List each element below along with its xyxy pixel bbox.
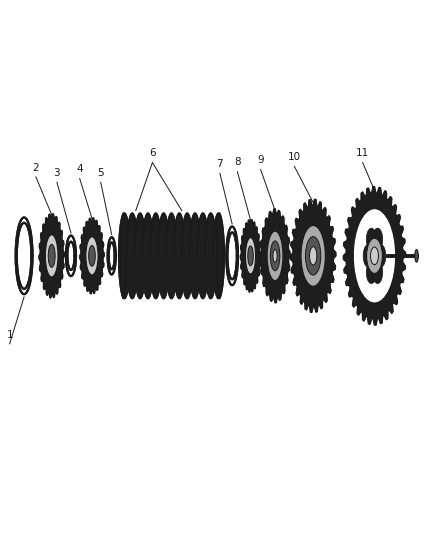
- Polygon shape: [119, 213, 130, 298]
- Polygon shape: [174, 213, 185, 298]
- Ellipse shape: [17, 223, 32, 289]
- Ellipse shape: [227, 232, 237, 279]
- Ellipse shape: [217, 213, 223, 298]
- Ellipse shape: [366, 261, 377, 284]
- Polygon shape: [39, 214, 64, 298]
- Ellipse shape: [48, 244, 55, 268]
- Polygon shape: [240, 220, 261, 292]
- Polygon shape: [189, 213, 201, 298]
- Polygon shape: [213, 213, 224, 298]
- Ellipse shape: [301, 225, 325, 286]
- Ellipse shape: [367, 238, 382, 273]
- Ellipse shape: [371, 247, 378, 265]
- Ellipse shape: [310, 247, 317, 265]
- Ellipse shape: [415, 249, 418, 262]
- Text: 9: 9: [257, 155, 264, 165]
- Ellipse shape: [86, 237, 98, 275]
- Polygon shape: [134, 213, 146, 298]
- Polygon shape: [343, 187, 406, 325]
- Ellipse shape: [363, 245, 373, 267]
- Polygon shape: [166, 213, 177, 298]
- Polygon shape: [80, 218, 104, 294]
- Text: 2: 2: [32, 163, 39, 173]
- Ellipse shape: [248, 246, 253, 266]
- Polygon shape: [197, 213, 208, 298]
- Ellipse shape: [366, 228, 377, 251]
- Polygon shape: [150, 213, 162, 298]
- Text: 6: 6: [149, 148, 156, 158]
- Ellipse shape: [372, 261, 383, 284]
- Ellipse shape: [372, 228, 383, 251]
- Text: 1: 1: [6, 329, 13, 340]
- Ellipse shape: [270, 241, 280, 271]
- Ellipse shape: [16, 217, 32, 294]
- Polygon shape: [158, 213, 169, 298]
- Text: 11: 11: [356, 148, 369, 158]
- Polygon shape: [181, 213, 193, 298]
- Text: 8: 8: [234, 157, 241, 167]
- Text: 10: 10: [288, 152, 301, 162]
- Text: 7: 7: [216, 159, 223, 169]
- Polygon shape: [127, 213, 138, 298]
- Ellipse shape: [67, 241, 74, 270]
- Ellipse shape: [267, 231, 283, 280]
- Polygon shape: [142, 213, 154, 298]
- Polygon shape: [260, 209, 290, 303]
- Text: 3: 3: [53, 168, 60, 178]
- Ellipse shape: [109, 243, 115, 269]
- Ellipse shape: [305, 237, 321, 275]
- Ellipse shape: [108, 237, 116, 274]
- Ellipse shape: [245, 238, 256, 274]
- Ellipse shape: [226, 227, 238, 285]
- Ellipse shape: [46, 235, 58, 277]
- Polygon shape: [290, 199, 336, 312]
- Text: 5: 5: [97, 168, 104, 178]
- Ellipse shape: [120, 213, 126, 298]
- Ellipse shape: [88, 245, 95, 266]
- Polygon shape: [205, 213, 216, 298]
- Text: 4: 4: [76, 164, 83, 174]
- Ellipse shape: [273, 249, 277, 262]
- Ellipse shape: [376, 245, 386, 267]
- Ellipse shape: [66, 236, 76, 276]
- Ellipse shape: [353, 208, 396, 303]
